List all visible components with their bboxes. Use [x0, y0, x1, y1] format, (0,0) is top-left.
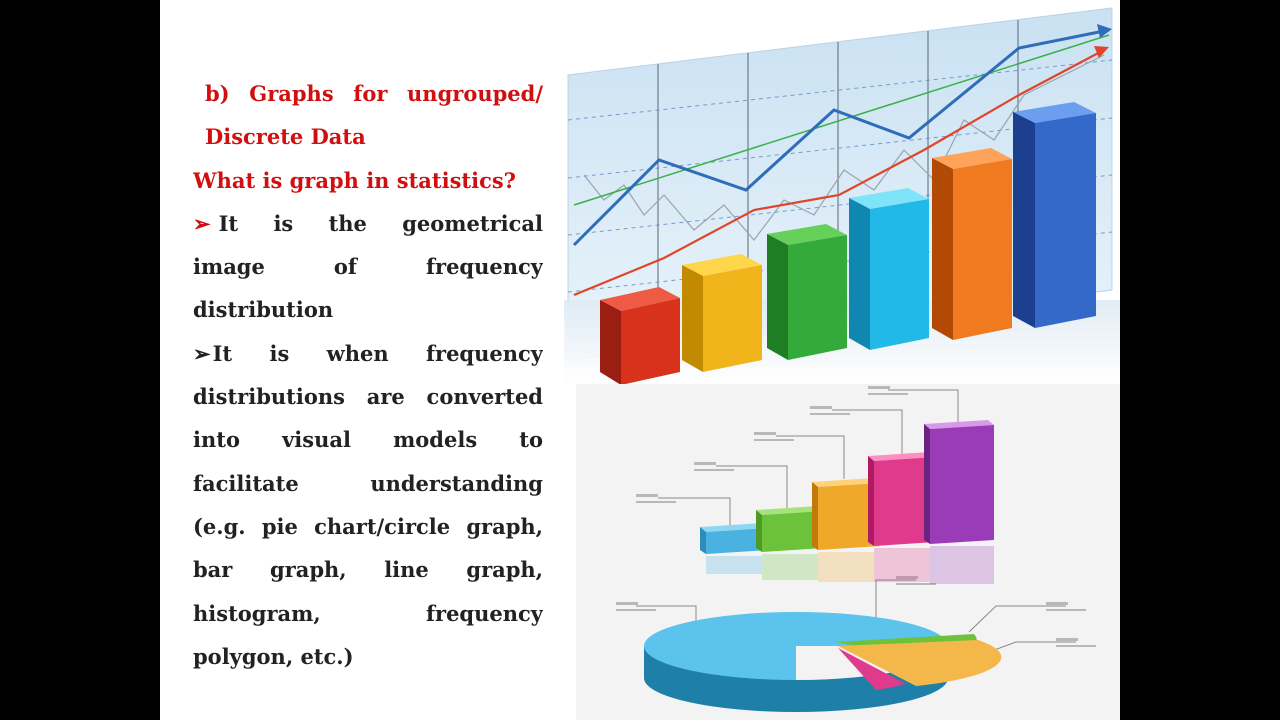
bullet-2-line-1: ➢It is when frequency — [193, 340, 543, 366]
bar-line-chart-illustration — [564, 0, 1120, 385]
infographic-illustration — [576, 384, 1120, 720]
slide: b) Graphs for ungrouped/ Discrete Data W… — [160, 0, 1120, 720]
bullet-2-line-6: bar graph, line graph, — [193, 557, 543, 583]
bullet-1-line-2: image of frequency — [193, 254, 543, 280]
bullet-1-line-3: distribution — [193, 297, 334, 323]
bullet-2-line-3: into visual models to — [193, 427, 543, 453]
bullet-2-line-5: (e.g. pie chart/circle graph, — [193, 513, 543, 539]
bullet-2-line-2: distributions are converted — [193, 384, 543, 410]
arrow-bullet-icon: ➢ — [193, 210, 211, 236]
bullet-1-line-1: ➢ It is the geometrical — [193, 210, 543, 236]
heading-line-2: Discrete Data — [205, 124, 366, 150]
heading-line-1: b) Graphs for ungrouped/ — [205, 81, 543, 106]
bullet-2-line-7: histogram, frequency — [193, 600, 543, 626]
arrow-bullet-icon: ➢ — [193, 340, 211, 366]
bullet-2-line-4: facilitate understanding — [193, 470, 543, 496]
question-heading: What is graph in statistics? — [193, 167, 516, 193]
bullet-2-line-8: polygon, etc.) — [193, 643, 354, 669]
slide-text: b) Graphs for ungrouped/ Discrete Data W… — [193, 72, 543, 678]
